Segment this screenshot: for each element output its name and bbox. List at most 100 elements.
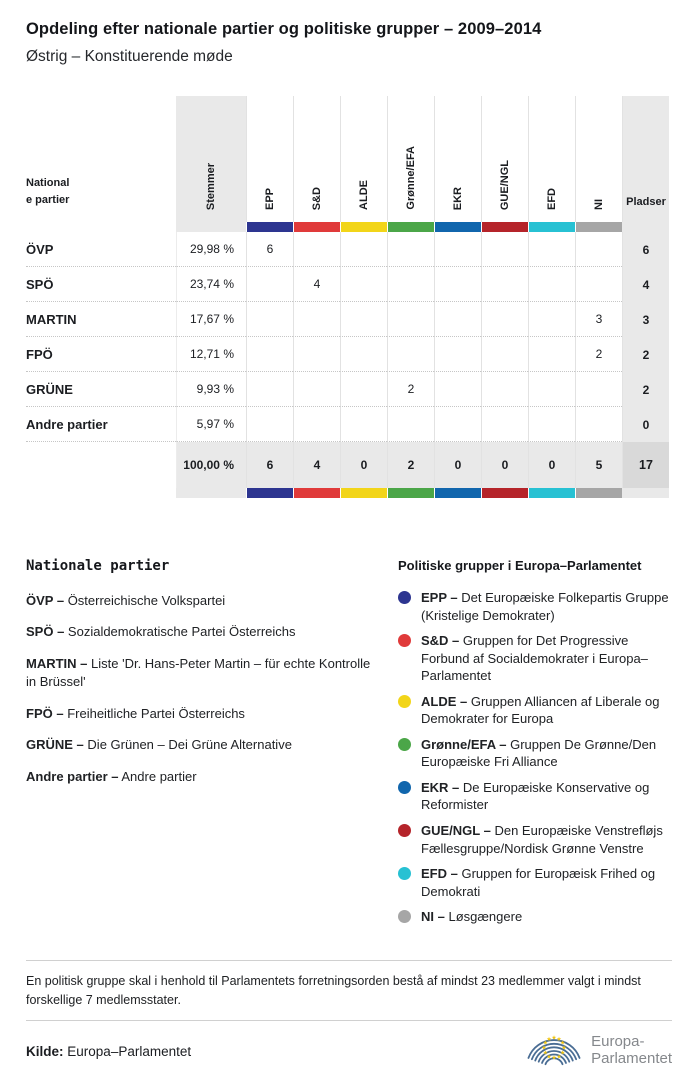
votes-header-label: Stemmer	[205, 162, 217, 210]
party-desc: Sozialdemokratische Partei Österreichs	[67, 624, 296, 640]
source-value: Europa–Parlamentet	[67, 1043, 192, 1059]
seat-cell	[434, 302, 481, 337]
group-legend-text: Grønne/EFA – Gruppen De Grønne/Den Europ…	[421, 736, 672, 771]
votes-column-fill	[176, 488, 246, 498]
group-legend-text: EPP – Det Europæiske Folkepartis Gruppe …	[421, 589, 672, 624]
greens-efa-color-bar	[387, 222, 434, 232]
group-header-label: GUE/NGL	[499, 159, 511, 210]
votes-percent: 5,97 %	[176, 407, 246, 442]
group-legend-text: ALDE – Gruppen Alliancen af Liberale og …	[421, 693, 672, 728]
total-seat-cell: 5	[575, 442, 622, 488]
seat-cell	[340, 372, 387, 407]
row-total-seats: 2	[622, 372, 669, 407]
group-desc: Gruppen De Grønne/Den Europæiske Fri All…	[421, 736, 657, 770]
total-seat-cell: 0	[528, 442, 575, 488]
ep-logo-text-line1: Europa-	[591, 1033, 645, 1051]
group-header-label: ALDE	[358, 180, 370, 210]
epp-color-bar	[246, 488, 293, 498]
seat-cell	[528, 407, 575, 442]
party-legend-item: GRÜNE – Die Grünen – Dei Grüne Alternati…	[26, 736, 372, 754]
total-row-label-cell	[26, 442, 176, 488]
column-header-alde: ALDE	[340, 96, 387, 222]
group-code: EKR –	[421, 779, 460, 795]
group-legend-item: GUE/NGL – Den Europæiske Venstrefløjs Fæ…	[398, 822, 672, 857]
party-name: FPÖ	[26, 337, 176, 372]
column-header-ekr: EKR	[434, 96, 481, 222]
party-desc: Liste 'Dr. Hans-Peter Martin – für echte…	[26, 655, 371, 690]
seat-cell	[387, 407, 434, 442]
seat-cell	[434, 232, 481, 267]
column-header-sd: S&D	[293, 96, 340, 222]
column-header-ni: NI	[575, 96, 622, 222]
seat-cell	[434, 267, 481, 302]
political-groups-legend: Politiske grupper i Europa–Parlamentet E…	[398, 558, 672, 934]
total-seat-cell: 4	[293, 442, 340, 488]
seat-cell	[481, 302, 528, 337]
seat-cell	[340, 337, 387, 372]
national-parties-heading: Nationale partier	[26, 558, 170, 574]
party-name: MARTIN	[26, 302, 176, 337]
group-header-label: EPP	[264, 187, 276, 210]
political-groups-heading: Politiske grupper i Europa–Parlamentet	[398, 558, 642, 573]
epp-color-bar	[246, 222, 293, 232]
seat-cell	[293, 302, 340, 337]
national-parties-legend: Nationale partier ÖVP – Österreichische …	[26, 558, 398, 934]
ni-legend-dot	[398, 910, 411, 924]
seat-cell	[293, 372, 340, 407]
seat-cell	[340, 407, 387, 442]
seat-cell	[528, 372, 575, 407]
party-name: SPÖ	[26, 267, 176, 302]
group-legend-item: NI – Løsgængere	[398, 908, 672, 926]
european-parliament-logo: ★ ★ ★ ★ ★ ★ ★ ★ ★ ★ ★ ★ Europa- Parlamen…	[525, 1031, 672, 1071]
group-header-label: S&D	[311, 186, 323, 210]
seat-cell	[293, 232, 340, 267]
sd-legend-dot	[398, 634, 411, 648]
party-code: Andre partier –	[26, 768, 119, 784]
total-seat-cell: 2	[387, 442, 434, 488]
svg-text:★: ★	[543, 1040, 548, 1047]
seat-cell	[340, 267, 387, 302]
greens-efa-color-bar	[387, 488, 434, 498]
group-code: S&D –	[421, 633, 460, 649]
group-legend-item: EKR – De Europæiske Konservative og Refo…	[398, 779, 672, 814]
column-header-epp: EPP	[246, 96, 293, 222]
spacer-cell	[26, 222, 176, 232]
group-header-label: Grønne/EFA	[405, 146, 417, 210]
ep-logo-text: Europa- Parlamentet	[591, 1034, 672, 1068]
row-total-seats: 0	[622, 407, 669, 442]
party-code: SPÖ –	[26, 624, 65, 640]
seat-cell	[528, 232, 575, 267]
source-row: Kilde: Europa–Parlamentet ★ ★ ★ ★	[26, 1031, 672, 1071]
seat-cell	[387, 232, 434, 267]
total-votes: 100,00 %	[176, 442, 246, 488]
group-desc: Gruppen Alliancen af Liberale og Demokra…	[421, 693, 660, 727]
ekr-color-bar	[434, 488, 481, 498]
seat-cell	[387, 337, 434, 372]
divider	[26, 959, 672, 961]
group-code: EPP –	[421, 590, 458, 605]
seat-cell	[246, 407, 293, 442]
group-desc: De Europæiske Konservative og Reformiste…	[421, 779, 650, 813]
sd-color-bar	[293, 222, 340, 232]
ni-color-bar	[575, 488, 622, 498]
svg-text:★: ★	[556, 1054, 561, 1061]
party-legend-item: MARTIN – Liste 'Dr. Hans-Peter Martin – …	[26, 655, 372, 692]
seat-cell	[340, 302, 387, 337]
results-table: National e partier Stemmer EPP S&D ALDE …	[26, 96, 672, 498]
votes-percent: 29,98 %	[176, 232, 246, 267]
group-code: GUE/NGL –	[421, 823, 491, 839]
seat-cell	[481, 337, 528, 372]
group-legend-text: EKR – De Europæiske Konservative og Refo…	[421, 779, 672, 814]
party-legend-item: Andre partier – Andre partier	[26, 768, 372, 786]
seat-cell	[434, 407, 481, 442]
page-title: Opdeling efter nationale partier og poli…	[26, 20, 542, 38]
footnote: En politisk gruppe skal i henhold til Pa…	[26, 973, 641, 1007]
spacer-cell	[26, 488, 176, 498]
total-seat-cell: 0	[481, 442, 528, 488]
efd-legend-dot	[398, 867, 411, 881]
seat-cell	[387, 302, 434, 337]
seat-cell	[481, 232, 528, 267]
seat-cell	[293, 407, 340, 442]
group-legend-item: EFD – Gruppen for Europæisk Frihed og De…	[398, 865, 672, 900]
